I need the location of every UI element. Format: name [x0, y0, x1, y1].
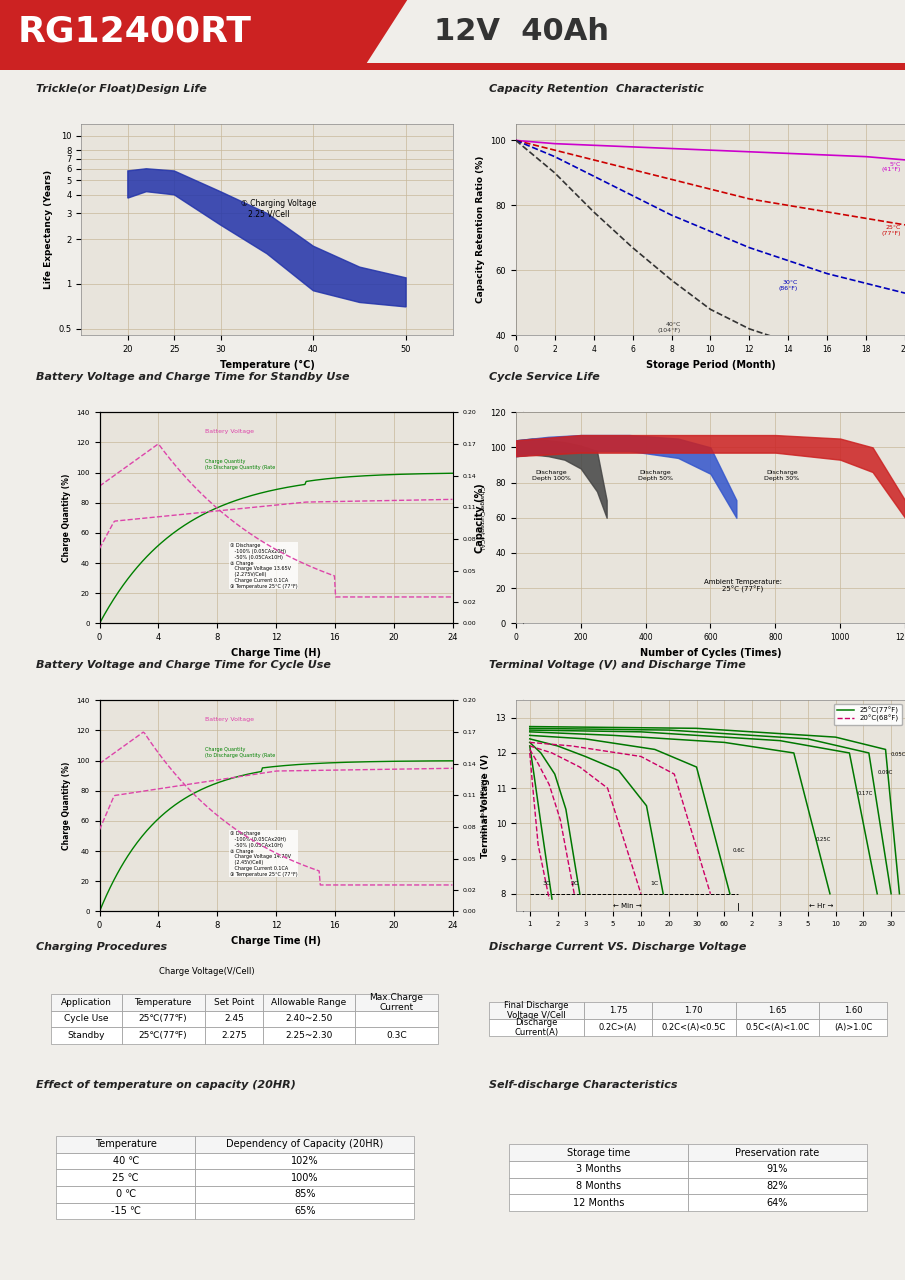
- Text: Capacity Retention  Characteristic: Capacity Retention Characteristic: [489, 84, 703, 95]
- Legend: 25°C(77°F), 20°C(68°F): 25°C(77°F), 20°C(68°F): [834, 704, 901, 724]
- Polygon shape: [128, 169, 406, 307]
- Text: Trickle(or Float)Design Life: Trickle(or Float)Design Life: [36, 84, 207, 95]
- X-axis label: Charge Time (H): Charge Time (H): [231, 936, 321, 946]
- Text: Battery Voltage and Charge Time for Cycle Use: Battery Voltage and Charge Time for Cycl…: [36, 660, 331, 671]
- Y-axis label: Charge Current (CA): Charge Current (CA): [480, 486, 484, 549]
- Text: Effect of temperature on capacity (20HR): Effect of temperature on capacity (20HR): [36, 1080, 296, 1091]
- Text: Charging Procedures: Charging Procedures: [36, 942, 167, 952]
- Bar: [0, 64, 905, 70]
- Text: 30°C
(86°F): 30°C (86°F): [778, 280, 798, 291]
- Y-axis label: Capacity (%): Capacity (%): [475, 483, 485, 553]
- Text: 0.6C: 0.6C: [733, 847, 745, 852]
- X-axis label: Charge Time (H): Charge Time (H): [231, 648, 321, 658]
- X-axis label: Temperature (°C): Temperature (°C): [220, 360, 314, 370]
- Text: ← Hr →: ← Hr →: [809, 902, 834, 909]
- Text: Charge Quantity
(to Discharge Quantity (Rate: Charge Quantity (to Discharge Quantity (…: [205, 748, 276, 758]
- Y-axis label: Life Expectancy (Years): Life Expectancy (Years): [44, 170, 53, 289]
- Text: 3C: 3C: [542, 881, 550, 886]
- Text: 25°C
(77°F): 25°C (77°F): [881, 225, 901, 236]
- Y-axis label: Capacity Retention Ratio (%): Capacity Retention Ratio (%): [476, 156, 485, 303]
- Polygon shape: [0, 0, 407, 70]
- Text: RG12400RT: RG12400RT: [18, 14, 252, 49]
- Y-axis label: Charge Quantity (%): Charge Quantity (%): [62, 762, 71, 850]
- Text: Cycle Service Life: Cycle Service Life: [489, 372, 599, 383]
- Y-axis label: Battery
Voltage
(V)/Per Cell: Battery Voltage (V)/Per Cell: [542, 503, 559, 532]
- Text: 5°C
(41°F): 5°C (41°F): [881, 161, 901, 173]
- Text: Terminal Voltage (V) and Discharge Time: Terminal Voltage (V) and Discharge Time: [489, 660, 746, 671]
- Text: ← Min →: ← Min →: [613, 902, 642, 909]
- Text: ① Charging Voltage
   2.25 V/Cell: ① Charging Voltage 2.25 V/Cell: [241, 198, 317, 219]
- Text: Battery Voltage: Battery Voltage: [205, 717, 254, 722]
- Text: Ambient Temperature:
25°C (77°F): Ambient Temperature: 25°C (77°F): [704, 579, 782, 593]
- Text: Discharge
Depth 50%: Discharge Depth 50%: [638, 470, 672, 481]
- Text: 2C: 2C: [570, 881, 578, 886]
- Text: 0.25C: 0.25C: [816, 837, 832, 842]
- Text: 12V  40Ah: 12V 40Ah: [434, 17, 609, 46]
- Text: ① Discharge
   -100% (0.05CAx20H)
   -50% (0.05CAx10H)
② Charge
   Charge Voltag: ① Discharge -100% (0.05CAx20H) -50% (0.0…: [230, 543, 298, 589]
- Y-axis label: Charge Quantity (%): Charge Quantity (%): [62, 474, 71, 562]
- Text: Battery Voltage and Charge Time for Standby Use: Battery Voltage and Charge Time for Stan…: [36, 372, 349, 383]
- Text: Charge Voltage(V/Cell): Charge Voltage(V/Cell): [159, 968, 254, 977]
- Text: Charge Quantity
(to Discharge Quantity (Rate: Charge Quantity (to Discharge Quantity (…: [205, 460, 276, 470]
- Y-axis label: Terminal Voltage (V): Terminal Voltage (V): [481, 754, 490, 858]
- Text: 0.17C: 0.17C: [858, 791, 873, 796]
- Text: Battery Voltage: Battery Voltage: [205, 429, 254, 434]
- Text: Discharge
Depth 100%: Discharge Depth 100%: [532, 470, 571, 481]
- Y-axis label: Charge Current (CA): Charge Current (CA): [480, 774, 484, 837]
- Text: 1C: 1C: [651, 881, 659, 886]
- Y-axis label: Battery
Voltage
(V)/Per Cell: Battery Voltage (V)/Per Cell: [538, 791, 556, 820]
- Text: 40°C
(104°F): 40°C (104°F): [658, 323, 681, 333]
- Text: Self-discharge Characteristics: Self-discharge Characteristics: [489, 1080, 677, 1091]
- Text: Discharge
Depth 30%: Discharge Depth 30%: [764, 470, 799, 481]
- Text: 0.09C: 0.09C: [877, 771, 892, 776]
- Text: Discharge Current VS. Discharge Voltage: Discharge Current VS. Discharge Voltage: [489, 942, 746, 952]
- Text: 0.05C: 0.05C: [891, 753, 905, 758]
- X-axis label: Number of Cycles (Times): Number of Cycles (Times): [640, 648, 781, 658]
- Text: ① Discharge
   -100% (0.05CAx20H)
   -50% (0.05CAx10H)
② Charge
   Charge Voltag: ① Discharge -100% (0.05CAx20H) -50% (0.0…: [230, 831, 298, 877]
- X-axis label: Storage Period (Month): Storage Period (Month): [645, 360, 776, 370]
